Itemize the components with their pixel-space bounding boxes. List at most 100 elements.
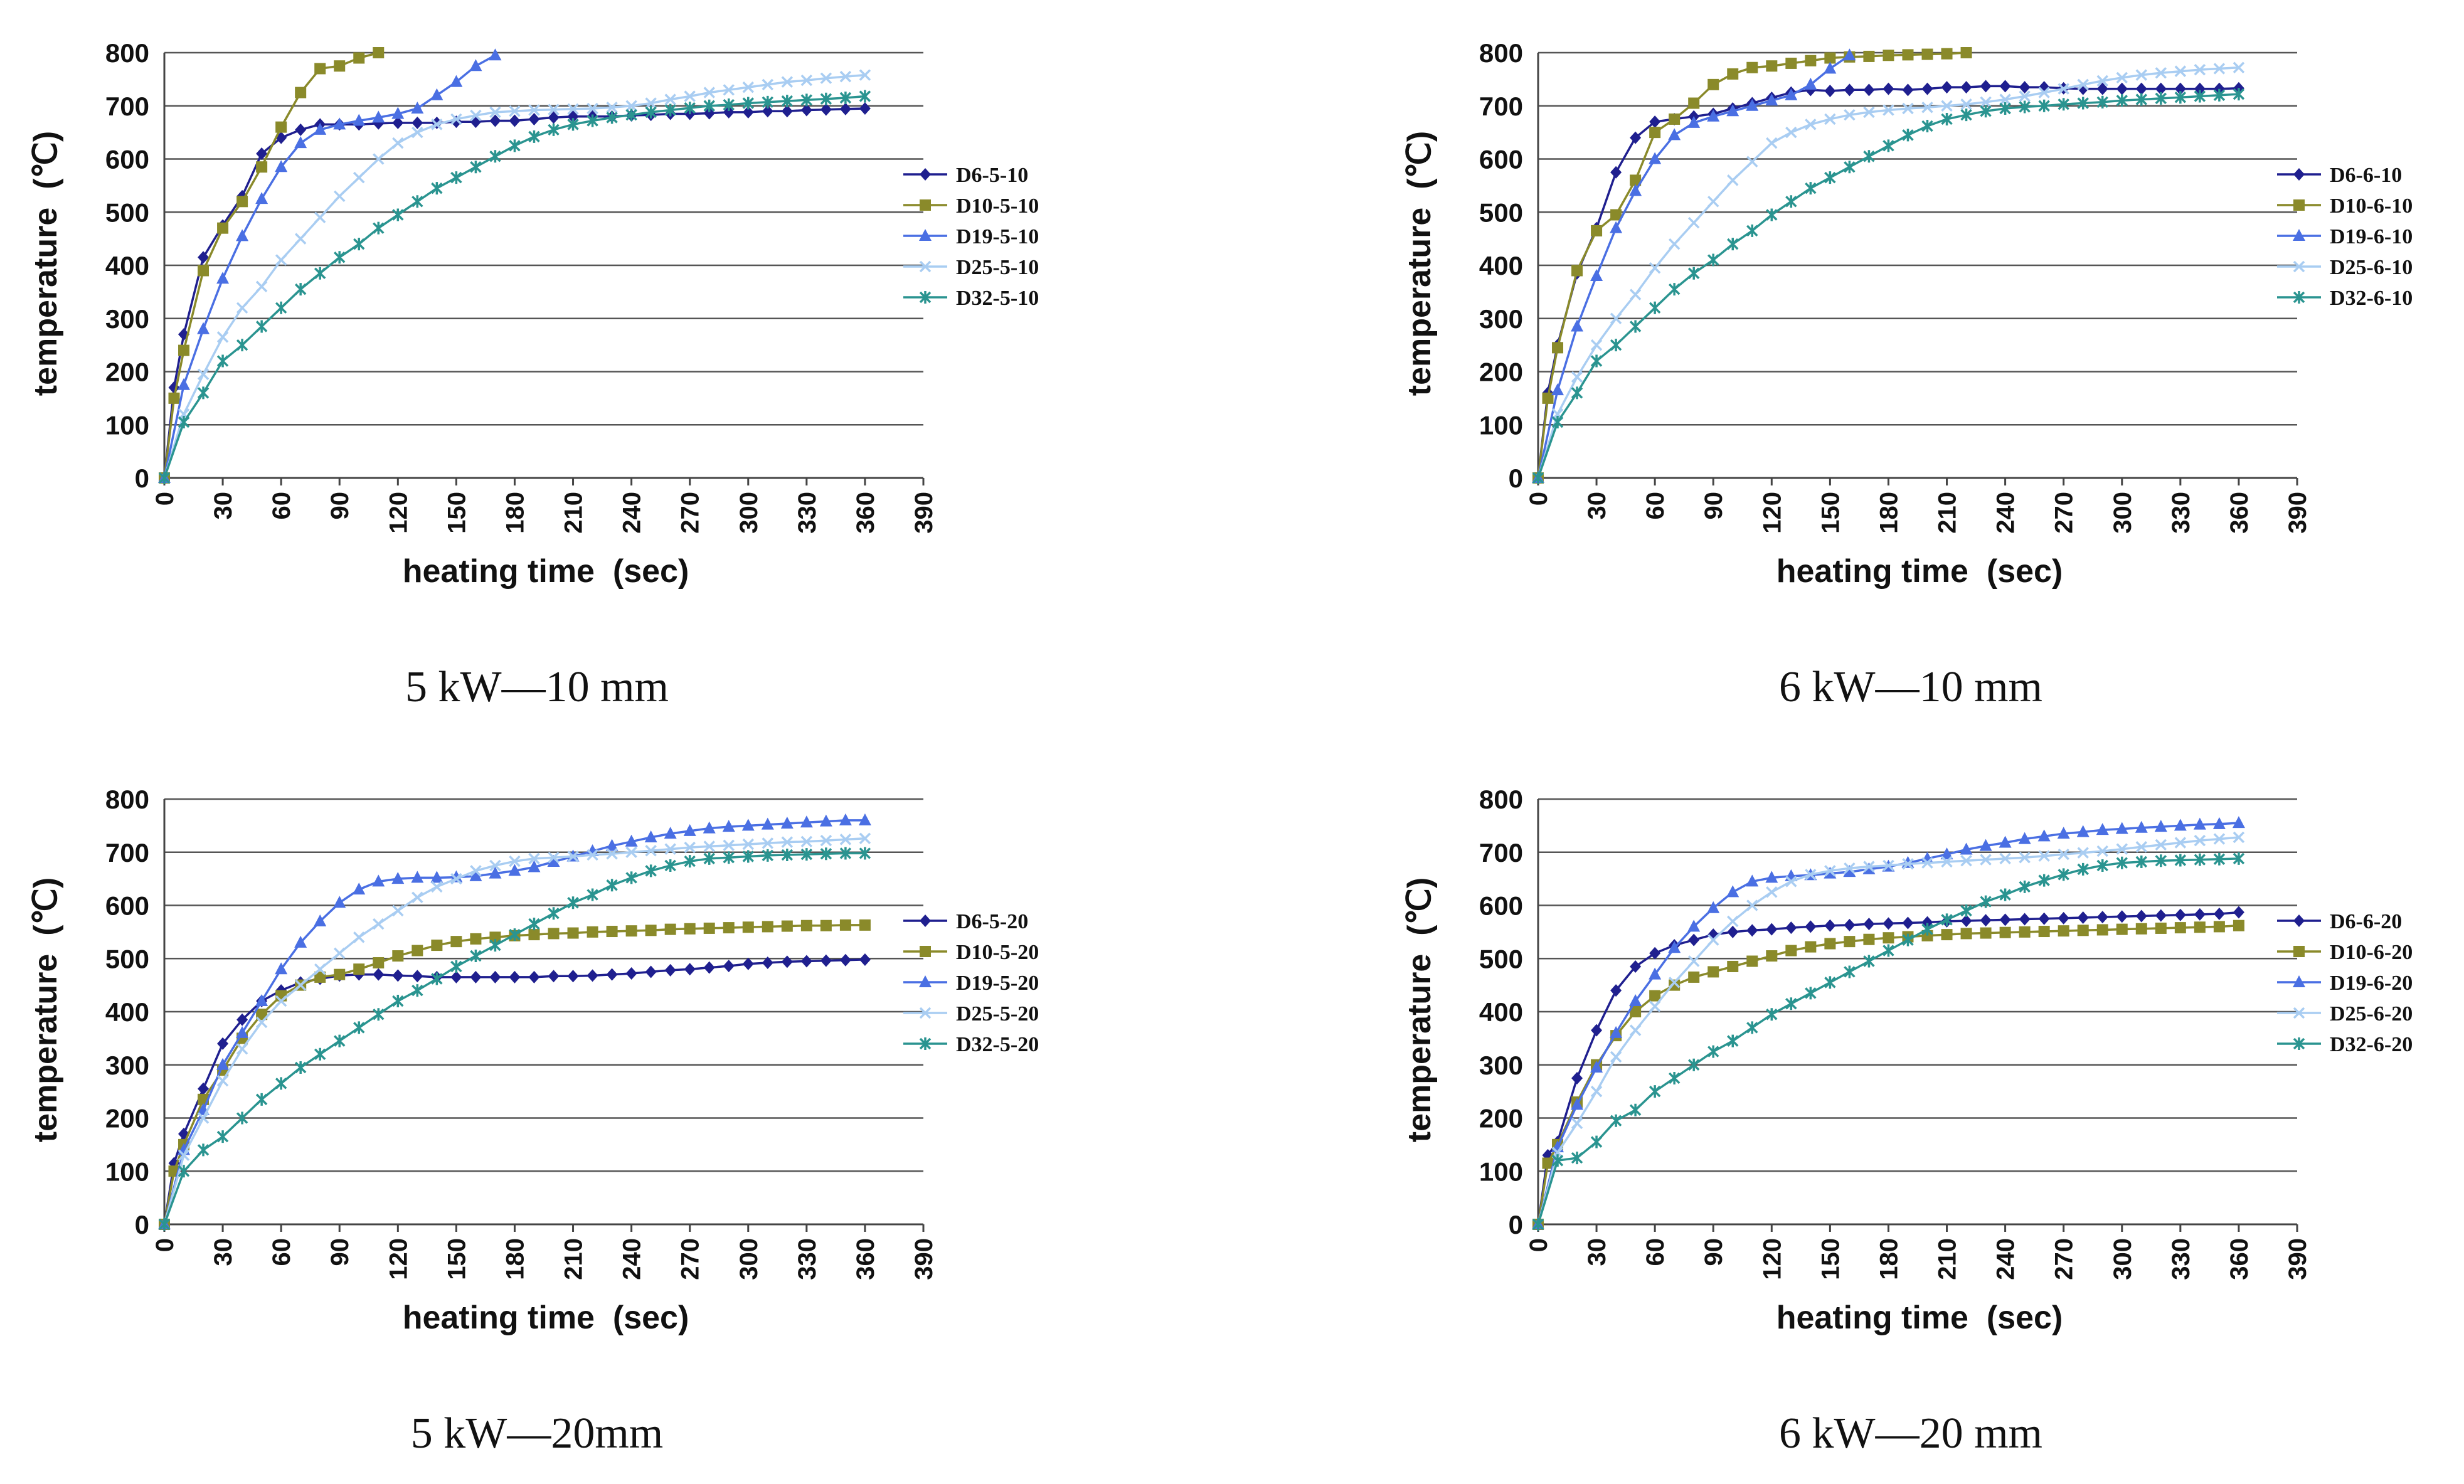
- data-point: [820, 954, 832, 967]
- series-line: [163, 837, 865, 1225]
- data-point: [2135, 856, 2148, 869]
- data-point: [1824, 171, 1836, 184]
- data-point: [742, 850, 755, 863]
- data-point: [1746, 899, 1758, 911]
- data-point: [1844, 862, 1856, 874]
- data-point: [1979, 839, 1992, 851]
- data-point: [839, 813, 852, 825]
- data-point: [528, 852, 540, 865]
- chart-panel-6kw-10mm: 0 100 200 300 400 500 600 700 800 0 30 60 90 120 150 18…: [1374, 0, 2464, 738]
- legend-marker: [2293, 260, 2305, 273]
- data-point: [703, 852, 715, 865]
- legend-label: D32-5-10: [956, 287, 1039, 310]
- data-point: [625, 925, 637, 937]
- data-point: [742, 921, 754, 933]
- data-point: [508, 864, 521, 876]
- data-point: [547, 855, 560, 867]
- data-point: [606, 926, 618, 938]
- data-point: [314, 63, 326, 75]
- data-point: [1610, 1051, 1622, 1063]
- data-point: [762, 837, 774, 849]
- data-point: [2174, 854, 2187, 867]
- x-tick-label: 270: [677, 492, 704, 534]
- data-point: [2233, 906, 2244, 919]
- data-point: [1844, 965, 1856, 978]
- data-point: [2038, 926, 2050, 938]
- data-point: [2213, 921, 2225, 933]
- data-point: [216, 272, 230, 284]
- data-point: [2233, 88, 2245, 101]
- data-point: [353, 1021, 365, 1034]
- chart-caption: 5 kW—10 mm: [405, 663, 669, 711]
- data-point: [1571, 1152, 1583, 1165]
- data-point: [470, 161, 482, 174]
- data-point: [2194, 90, 2206, 103]
- data-point: [1940, 847, 1953, 860]
- data-point: [178, 416, 190, 429]
- data-point: [1668, 941, 1681, 953]
- data-point: [587, 114, 598, 127]
- series-group: [159, 47, 385, 484]
- data-point: [1883, 859, 1894, 872]
- data-point: [198, 1082, 210, 1095]
- data-point: [1960, 904, 1972, 917]
- x-tick-label: 360: [852, 492, 879, 534]
- data-point: [372, 874, 385, 887]
- data-point: [1707, 109, 1720, 122]
- data-point: [1590, 1135, 1603, 1148]
- data-point: [1649, 1000, 1661, 1012]
- data-point: [1668, 238, 1681, 250]
- data-point: [1571, 1117, 1583, 1130]
- data-point: [197, 368, 210, 380]
- data-point: [2233, 831, 2245, 844]
- legend-label: D10-6-10: [2330, 194, 2413, 218]
- data-point: [391, 872, 405, 884]
- data-point: [703, 87, 715, 98]
- data-point: [1688, 97, 1700, 109]
- y-tick-label: 800: [1479, 785, 1523, 814]
- data-point: [431, 940, 443, 951]
- x-tick-label: 30: [210, 492, 237, 520]
- series-line: [163, 852, 865, 1225]
- x-tick-label: 360: [852, 1238, 879, 1280]
- data-point: [314, 914, 327, 926]
- data-point: [1746, 1021, 1758, 1034]
- data-point: [2155, 854, 2167, 867]
- y-tick-label: 200: [105, 1104, 149, 1133]
- data-point: [2116, 72, 2128, 84]
- data-point: [217, 1037, 229, 1050]
- data-point: [216, 1057, 230, 1070]
- data-point: [1785, 126, 1797, 139]
- data-point: [1824, 85, 1836, 98]
- data-point: [605, 839, 619, 851]
- x-tick-label: 300: [2109, 1238, 2137, 1280]
- data-point: [1883, 932, 1894, 944]
- data-point: [2077, 862, 2089, 876]
- data-point: [1746, 61, 1758, 73]
- data-point: [859, 953, 871, 966]
- data-point: [450, 872, 462, 885]
- legend-label: D32-6-10: [2330, 287, 2413, 310]
- data-point: [1999, 102, 2011, 115]
- data-point: [178, 1165, 190, 1178]
- data-point: [1921, 857, 1933, 869]
- data-point: [430, 871, 443, 883]
- data-point: [2194, 853, 2206, 866]
- data-point: [294, 283, 307, 296]
- data-point: [275, 995, 287, 1007]
- data-point: [1785, 88, 1798, 100]
- x-tick-label: 30: [210, 1238, 237, 1266]
- y-tick-label: 200: [1479, 358, 1523, 387]
- data-point: [2019, 851, 2031, 864]
- data-point: [1824, 976, 1836, 989]
- data-point: [411, 871, 424, 883]
- data-point: [800, 955, 812, 968]
- data-point: [489, 866, 502, 879]
- data-point: [800, 835, 813, 848]
- data-point: [2057, 827, 2070, 839]
- data-point: [450, 75, 463, 87]
- data-point: [509, 855, 521, 867]
- data-point: [470, 115, 482, 129]
- data-point: [1746, 874, 1759, 887]
- data-point: [2174, 819, 2187, 831]
